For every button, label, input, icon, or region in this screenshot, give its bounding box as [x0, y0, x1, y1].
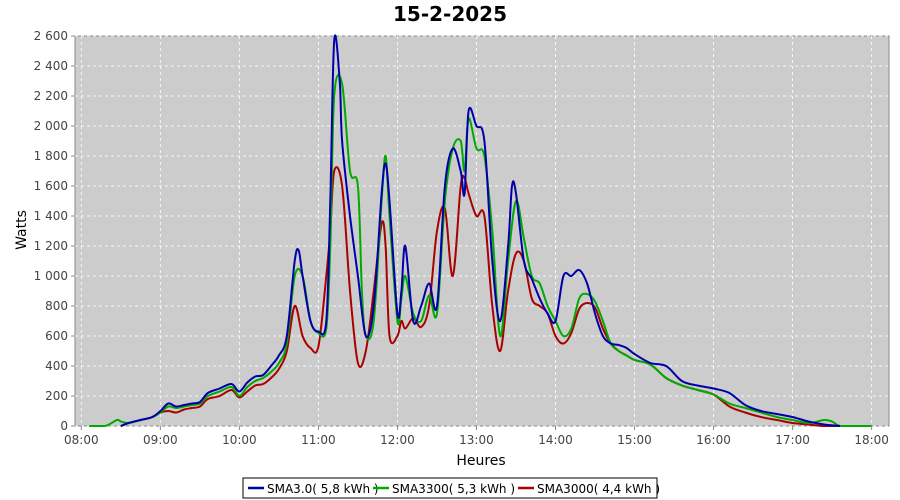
- x-tick-label: 18:00: [854, 433, 889, 447]
- legend-entry: SMA3300( 5,3 kWh ): [392, 482, 515, 496]
- y-tick-label: 2 200: [34, 89, 68, 103]
- x-tick-label: 10:00: [222, 433, 257, 447]
- y-tick-label: 800: [45, 299, 68, 313]
- chart-title: 15-2-2025: [393, 2, 507, 26]
- series-lines: [89, 34, 872, 427]
- x-tick-label: 11:00: [301, 433, 336, 447]
- y-tick-label: 1 800: [34, 149, 68, 163]
- x-axis-label: Heures: [456, 453, 505, 469]
- legend-box: [242, 477, 658, 499]
- x-tick-label: 13:00: [459, 433, 494, 447]
- x-tick-label: 12:00: [380, 433, 415, 447]
- y-tick-label: 400: [45, 359, 68, 373]
- legend-entry: SMA3.0( 5,8 kWh ): [267, 482, 379, 496]
- y-tick-label: 200: [45, 389, 68, 403]
- x-tick-label: 15:00: [617, 433, 652, 447]
- y-tick-label: 1 400: [34, 209, 68, 223]
- y-tick-label: 600: [45, 329, 68, 343]
- x-tick-label: 08:00: [64, 433, 99, 447]
- legend: SMA3.0( 5,8 kWh ) SMA3300( 5,3 kWh ) SMA30…: [242, 477, 660, 499]
- legend-entry: SMA3000( 4,4 kWh ): [537, 482, 660, 496]
- grid-lines: [75, 35, 889, 427]
- y-tick-label: 1 600: [34, 179, 68, 193]
- y-tick-label: 0: [60, 419, 68, 433]
- y-tick-label: 2 400: [34, 59, 68, 73]
- y-tick-label: 2 000: [34, 119, 68, 133]
- plot-area: [74, 35, 890, 427]
- y-tick-label: 2 600: [34, 29, 68, 43]
- axes: 0 200 400 600 800 1 000 1 200 1 400 1 600 1 800 2 …: [34, 29, 889, 447]
- x-tick-label: 17:00: [775, 433, 810, 447]
- x-tick-label: 16:00: [696, 433, 731, 447]
- y-tick-label: 1 000: [34, 269, 68, 283]
- y-tick-label: 1 200: [34, 239, 68, 253]
- x-tick-label: 09:00: [143, 433, 178, 447]
- y-axis-label: Watts: [14, 210, 30, 250]
- x-tick-label: 14:00: [538, 433, 573, 447]
- series-line-1: [89, 74, 872, 427]
- series-line-0: [120, 34, 841, 427]
